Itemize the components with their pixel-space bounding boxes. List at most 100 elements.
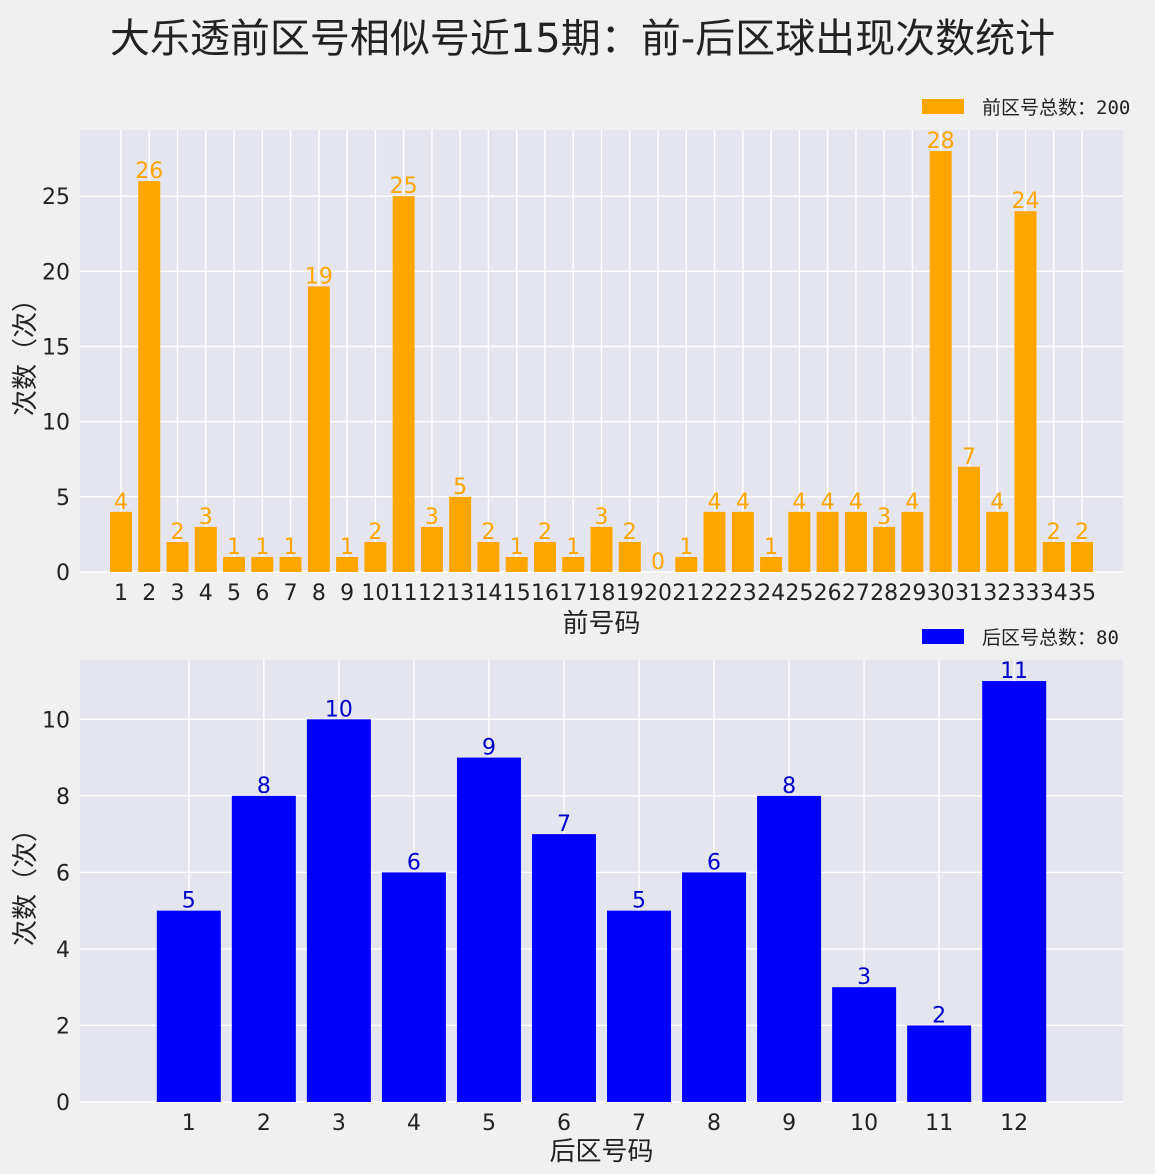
- front-bar-22: [703, 511, 726, 572]
- back-bar-value-label: 5: [182, 889, 196, 914]
- front-xtick-label: 23: [729, 581, 757, 606]
- front-bar-value-label: 1: [510, 535, 524, 560]
- front-bar-value-label: 4: [905, 490, 919, 515]
- back-ytick-label: 10: [42, 708, 70, 733]
- back-bar-value-label: 10: [325, 697, 353, 722]
- back-bar-2: [231, 795, 296, 1102]
- back-x-axis-label: 后区号码: [549, 1137, 653, 1167]
- front-bar-value-label: 1: [340, 535, 354, 560]
- front-bar-4: [194, 526, 217, 572]
- front-xtick-label: 5: [227, 581, 241, 606]
- front-bar-21: [675, 556, 698, 572]
- back-bar-7: [607, 910, 672, 1102]
- front-bar-value-label: 1: [284, 535, 298, 560]
- front-bar-7: [279, 556, 302, 572]
- front-xtick-label: 19: [616, 581, 644, 606]
- front-bar-value-label: 1: [255, 535, 269, 560]
- front-bar-26: [816, 511, 839, 572]
- back-xtick-label: 10: [850, 1111, 878, 1136]
- front-bar-value-label: 19: [305, 264, 333, 289]
- front-bar-25: [788, 511, 811, 572]
- front-ytick-label: 10: [42, 411, 70, 436]
- front-bar-value-label: 7: [962, 445, 976, 470]
- front-bar-value-label: 1: [566, 535, 580, 560]
- front-bar-28: [873, 526, 896, 572]
- front-x-axis-label: 前号码: [562, 609, 640, 639]
- back-bar-value-label: 6: [707, 850, 721, 875]
- front-xtick-label: 9: [340, 581, 354, 606]
- back-xtick-label: 9: [782, 1111, 796, 1136]
- front-xtick-label: 31: [955, 581, 983, 606]
- front-xtick-label: 8: [312, 581, 326, 606]
- back-xtick-label: 2: [257, 1111, 271, 1136]
- front-bar-24: [760, 556, 783, 572]
- back-bar-8: [682, 872, 747, 1102]
- front-xtick-label: 16: [531, 581, 559, 606]
- front-ytick-label: 0: [56, 561, 70, 586]
- front-bar-value-label: 3: [877, 505, 891, 530]
- front-bar-27: [844, 511, 867, 572]
- front-bar-value-label: 1: [764, 535, 778, 560]
- front-xtick-label: 32: [983, 581, 1011, 606]
- front-bar-value-label: 24: [1011, 189, 1039, 214]
- back-ytick-label: 4: [56, 938, 70, 963]
- front-bar-6: [251, 556, 274, 572]
- front-xtick-label: 14: [474, 581, 502, 606]
- back-bar-6: [531, 834, 596, 1102]
- front-bar-30: [929, 151, 952, 573]
- back-xtick-label: 5: [482, 1111, 496, 1136]
- front-xtick-label: 12: [418, 581, 446, 606]
- back-bar-value-label: 8: [257, 774, 271, 799]
- back-xtick-label: 8: [707, 1111, 721, 1136]
- front-bar-value-label: 0: [651, 550, 665, 575]
- front-xtick-label: 28: [870, 581, 898, 606]
- back-bar-3: [306, 719, 371, 1102]
- back-ytick-label: 6: [56, 861, 70, 886]
- front-bar-2: [138, 181, 161, 572]
- front-bar-32: [986, 511, 1009, 572]
- back-ytick-label: 0: [56, 1091, 70, 1116]
- front-bar-33: [1014, 211, 1037, 573]
- back-bar-12: [982, 681, 1047, 1102]
- front-bar-value-label: 2: [623, 520, 637, 545]
- back-xtick-label: 7: [632, 1111, 646, 1136]
- front-ytick-label: 15: [42, 335, 70, 360]
- back-bar-4: [381, 872, 446, 1102]
- front-xtick-label: 24: [757, 581, 785, 606]
- back-legend-swatch: [922, 629, 964, 644]
- front-xtick-label: 17: [559, 581, 587, 606]
- front-xtick-label: 27: [842, 581, 870, 606]
- front-bar-11: [392, 196, 415, 572]
- front-bar-value-label: 5: [453, 475, 467, 500]
- back-xtick-label: 1: [182, 1111, 196, 1136]
- front-xtick-label: 15: [503, 581, 531, 606]
- front-bar-value-label: 4: [114, 490, 128, 515]
- front-xtick-label: 20: [644, 581, 672, 606]
- back-bar-1: [156, 910, 221, 1102]
- front-bar-8: [307, 286, 330, 572]
- front-ytick-label: 25: [42, 185, 70, 210]
- front-bar-31: [957, 466, 980, 572]
- front-ytick-label: 5: [56, 486, 70, 511]
- front-bar-13: [449, 496, 472, 572]
- front-bar-value-label: 25: [390, 174, 418, 199]
- figure-title: 大乐透前区号相似号近15期：前-后区球出现次数统计: [109, 16, 1056, 62]
- front-bar-value-label: 1: [227, 535, 241, 560]
- back-bar-11: [907, 1025, 972, 1102]
- front-bar-value-label: 4: [990, 490, 1004, 515]
- front-bar-14: [477, 541, 500, 572]
- front-bar-value-label: 3: [595, 505, 609, 530]
- front-bar-35: [1071, 541, 1094, 572]
- front-bar-value-label: 26: [135, 159, 163, 184]
- back-xtick-label: 12: [1000, 1111, 1028, 1136]
- back-bar-value-label: 5: [632, 889, 646, 914]
- front-bar-9: [336, 556, 359, 572]
- front-bar-16: [533, 541, 556, 572]
- front-xtick-label: 21: [672, 581, 700, 606]
- front-bar-value-label: 2: [368, 520, 382, 545]
- back-bar-5: [456, 757, 521, 1102]
- front-bar-value-label: 4: [821, 490, 835, 515]
- front-bar-3: [166, 541, 189, 572]
- back-bar-value-label: 7: [557, 812, 571, 837]
